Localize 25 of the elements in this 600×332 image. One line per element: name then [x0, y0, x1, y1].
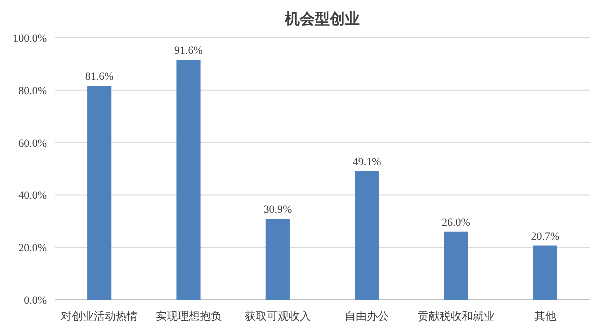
data-label: 26.0%: [442, 216, 470, 229]
bar: [444, 232, 468, 300]
data-label: 91.6%: [174, 45, 203, 58]
x-tick-label: 对创业活动热情: [61, 310, 138, 323]
x-tick-label: 其他: [534, 310, 556, 323]
x-tick-label: 实现理想抱负: [156, 310, 222, 323]
bar: [355, 171, 380, 300]
y-tick-label: 0.0%: [24, 295, 47, 307]
bar: [533, 246, 558, 300]
data-label: 81.6%: [85, 71, 114, 84]
chart-title: 机会型创业: [284, 11, 360, 28]
x-tick-label: 贡献税收和就业: [418, 310, 495, 323]
data-label: 20.7%: [531, 230, 560, 243]
bar: [266, 219, 290, 300]
y-tick-label: 40.0%: [18, 190, 47, 202]
x-tick-label: 获取可观收入: [244, 310, 311, 323]
data-label: 30.9%: [264, 204, 292, 216]
y-tick-label: 60.0%: [18, 138, 47, 150]
y-tick-label: 100.0%: [13, 33, 47, 45]
bar: [88, 86, 112, 300]
data-label: 49.1%: [352, 156, 382, 168]
x-tick-label: 自由办公: [345, 310, 390, 323]
y-tick-label: 80.0%: [18, 85, 47, 98]
y-tick-label: 20.0%: [18, 242, 47, 255]
bar: [176, 60, 201, 300]
